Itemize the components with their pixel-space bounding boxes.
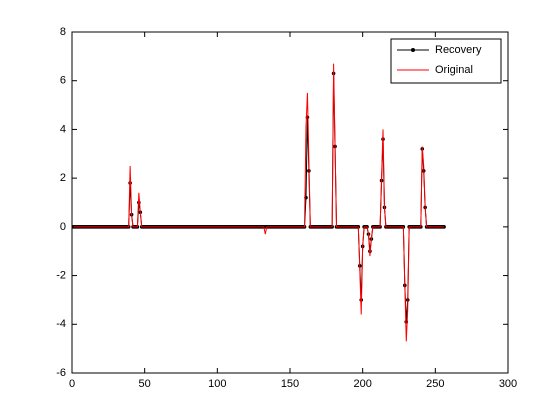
x-tick-label: 150 [281,378,299,390]
y-tick-label: 8 [60,26,66,38]
plot-area [71,31,509,374]
legend-marker [411,48,415,52]
series [73,63,445,342]
legend-label: Original [435,64,473,76]
x-tick-label: 200 [353,378,371,390]
legend-label: Recovery [435,44,482,56]
legend: Recovery Original [390,38,502,84]
line [73,63,445,342]
x-tick-label: 0 [69,378,75,390]
x-tick-label: 100 [208,378,226,390]
y-tick-label: -4 [56,318,66,330]
y-tick-label: 6 [60,75,66,87]
x-tick-label: 50 [139,378,151,390]
point [442,225,446,229]
legend-box [390,38,502,84]
y-tick-label: -6 [56,367,66,379]
y-tick-label: 0 [60,221,66,233]
y-tick-label: 2 [60,172,66,184]
y-tick-label: -2 [56,269,66,281]
x-tick-label: 250 [426,378,444,390]
x-tick-label: 300 [499,378,517,390]
y-tick-label: 4 [60,123,66,135]
